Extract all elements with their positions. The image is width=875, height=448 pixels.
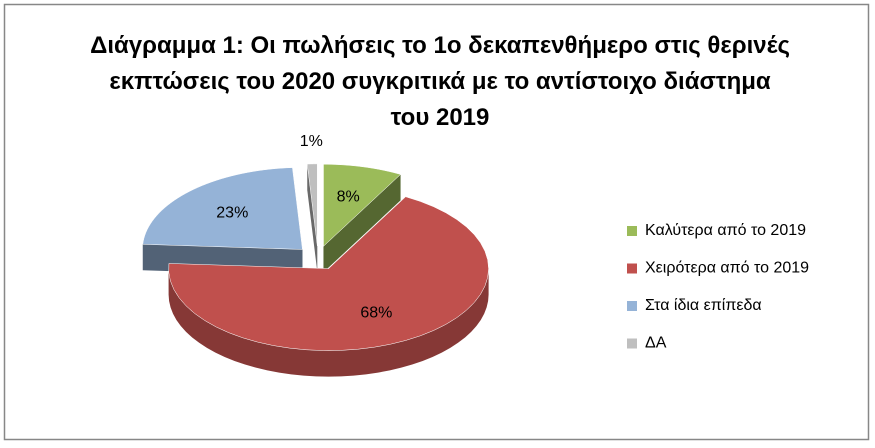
slice-side	[168, 268, 489, 377]
slice-side	[307, 164, 318, 272]
data-label: 23%	[216, 205, 248, 222]
slice	[168, 196, 489, 351]
legend-swatch	[627, 301, 637, 311]
legend-label: Καλύτερα από το 2019	[645, 222, 806, 239]
pie-tops	[142, 163, 489, 351]
data-label: 1%	[300, 133, 323, 150]
slice	[306, 163, 318, 246]
data-label: 68%	[360, 304, 392, 321]
data-label: 8%	[337, 188, 360, 205]
legend-label: ΔΑ	[645, 335, 667, 352]
chart-title: Διάγραμμα 1: Οι πωλήσεις το 1ο δεκαπενθή…	[90, 32, 790, 131]
legend-label: Χειρότερα από το 2019	[645, 260, 809, 277]
slice-side	[323, 174, 401, 273]
legend-label: Στα ίδια επίπεδα	[645, 297, 762, 314]
slice	[323, 164, 402, 247]
legend-swatch	[627, 226, 637, 236]
legend-swatch	[627, 263, 637, 274]
slice	[142, 167, 303, 250]
legend-swatch	[627, 338, 637, 349]
